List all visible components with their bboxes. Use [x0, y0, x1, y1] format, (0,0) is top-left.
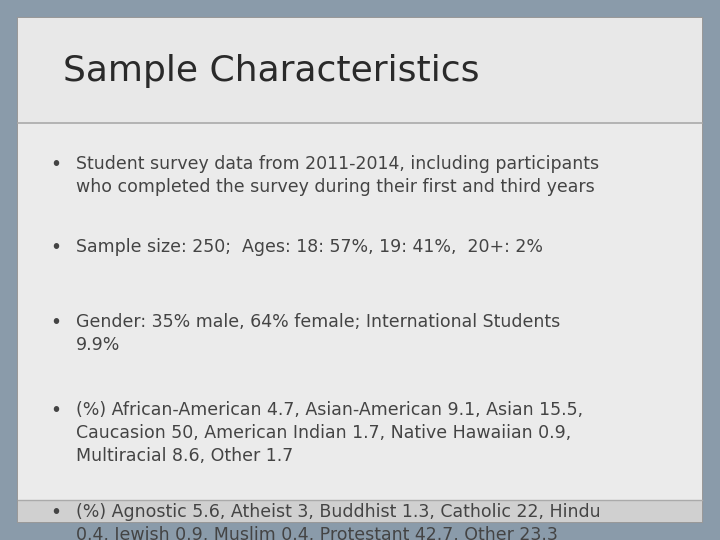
FancyBboxPatch shape: [18, 18, 702, 522]
FancyBboxPatch shape: [18, 18, 702, 123]
Text: Student survey data from 2011-2014, including participants
who completed the sur: Student survey data from 2011-2014, incl…: [76, 155, 599, 196]
Text: (%) Agnostic 5.6, Atheist 3, Buddhist 1.3, Catholic 22, Hindu
0.4, Jewish 0.9, M: (%) Agnostic 5.6, Atheist 3, Buddhist 1.…: [76, 503, 600, 540]
Text: (%) African-American 4.7, Asian-American 9.1, Asian 15.5,
Caucasion 50, American: (%) African-American 4.7, Asian-American…: [76, 401, 583, 465]
Text: Gender: 35% male, 64% female; International Students
9.9%: Gender: 35% male, 64% female; Internatio…: [76, 313, 560, 354]
FancyBboxPatch shape: [18, 500, 702, 522]
Text: Sample Characteristics: Sample Characteristics: [63, 53, 480, 87]
Text: •: •: [50, 238, 62, 257]
Text: •: •: [50, 155, 62, 174]
Text: •: •: [50, 313, 62, 332]
Text: Sample size: 250;  Ages: 18: 57%, 19: 41%,  20+: 2%: Sample size: 250; Ages: 18: 57%, 19: 41%…: [76, 238, 543, 256]
Text: •: •: [50, 503, 62, 522]
Text: •: •: [50, 401, 62, 420]
FancyBboxPatch shape: [18, 123, 702, 500]
